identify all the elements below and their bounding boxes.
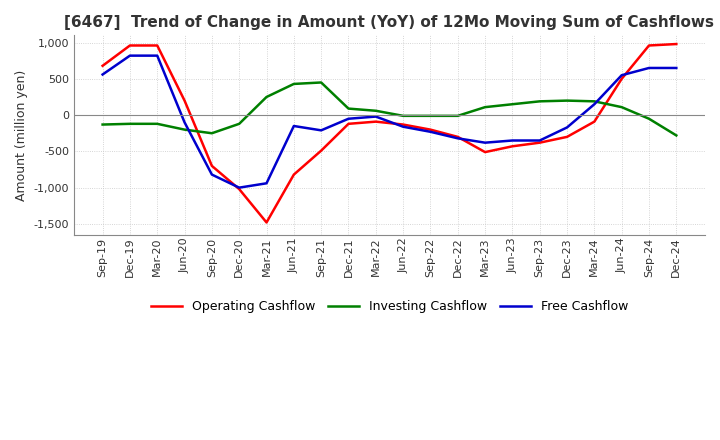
- Investing Cashflow: [644, 116, 653, 121]
- Investing Cashflow: [289, 81, 298, 87]
- Free Cashflow: [153, 53, 161, 58]
- Free Cashflow: [508, 138, 517, 143]
- Investing Cashflow: [454, 113, 462, 118]
- Line: Free Cashflow: Free Cashflow: [103, 55, 676, 187]
- Free Cashflow: [481, 140, 490, 145]
- Operating Cashflow: [99, 63, 107, 69]
- Investing Cashflow: [344, 106, 353, 111]
- Investing Cashflow: [617, 104, 626, 110]
- Y-axis label: Amount (million yen): Amount (million yen): [15, 70, 28, 201]
- Operating Cashflow: [454, 134, 462, 139]
- Investing Cashflow: [372, 108, 380, 114]
- Investing Cashflow: [508, 102, 517, 107]
- Free Cashflow: [372, 114, 380, 119]
- Free Cashflow: [235, 185, 243, 190]
- Investing Cashflow: [481, 104, 490, 110]
- Investing Cashflow: [180, 127, 189, 132]
- Operating Cashflow: [235, 187, 243, 192]
- Investing Cashflow: [672, 133, 680, 138]
- Free Cashflow: [207, 172, 216, 177]
- Title: [6467]  Trend of Change in Amount (YoY) of 12Mo Moving Sum of Cashflows: [6467] Trend of Change in Amount (YoY) o…: [65, 15, 714, 30]
- Operating Cashflow: [262, 220, 271, 225]
- Investing Cashflow: [399, 113, 408, 118]
- Operating Cashflow: [153, 43, 161, 48]
- Operating Cashflow: [426, 127, 435, 132]
- Investing Cashflow: [153, 121, 161, 126]
- Investing Cashflow: [99, 122, 107, 127]
- Free Cashflow: [454, 136, 462, 141]
- Investing Cashflow: [536, 99, 544, 104]
- Line: Operating Cashflow: Operating Cashflow: [103, 44, 676, 223]
- Free Cashflow: [262, 181, 271, 186]
- Operating Cashflow: [125, 43, 134, 48]
- Operating Cashflow: [317, 148, 325, 153]
- Operating Cashflow: [672, 41, 680, 47]
- Investing Cashflow: [590, 99, 598, 104]
- Operating Cashflow: [180, 98, 189, 103]
- Operating Cashflow: [372, 119, 380, 124]
- Free Cashflow: [590, 102, 598, 107]
- Operating Cashflow: [617, 76, 626, 81]
- Investing Cashflow: [317, 80, 325, 85]
- Free Cashflow: [125, 53, 134, 58]
- Free Cashflow: [536, 138, 544, 143]
- Investing Cashflow: [235, 121, 243, 126]
- Line: Investing Cashflow: Investing Cashflow: [103, 82, 676, 136]
- Investing Cashflow: [563, 98, 572, 103]
- Free Cashflow: [180, 120, 189, 125]
- Free Cashflow: [426, 129, 435, 135]
- Legend: Operating Cashflow, Investing Cashflow, Free Cashflow: Operating Cashflow, Investing Cashflow, …: [145, 295, 634, 318]
- Operating Cashflow: [399, 122, 408, 127]
- Free Cashflow: [672, 65, 680, 70]
- Operating Cashflow: [481, 150, 490, 155]
- Operating Cashflow: [644, 43, 653, 48]
- Operating Cashflow: [207, 163, 216, 169]
- Investing Cashflow: [125, 121, 134, 126]
- Operating Cashflow: [563, 134, 572, 139]
- Operating Cashflow: [344, 121, 353, 126]
- Investing Cashflow: [207, 131, 216, 136]
- Free Cashflow: [563, 125, 572, 130]
- Free Cashflow: [344, 116, 353, 121]
- Operating Cashflow: [536, 140, 544, 145]
- Free Cashflow: [617, 73, 626, 78]
- Free Cashflow: [399, 124, 408, 129]
- Free Cashflow: [644, 65, 653, 70]
- Operating Cashflow: [508, 144, 517, 149]
- Investing Cashflow: [262, 94, 271, 99]
- Operating Cashflow: [590, 119, 598, 124]
- Investing Cashflow: [426, 113, 435, 118]
- Operating Cashflow: [289, 172, 298, 177]
- Free Cashflow: [99, 72, 107, 77]
- Free Cashflow: [289, 123, 298, 128]
- Free Cashflow: [317, 128, 325, 133]
